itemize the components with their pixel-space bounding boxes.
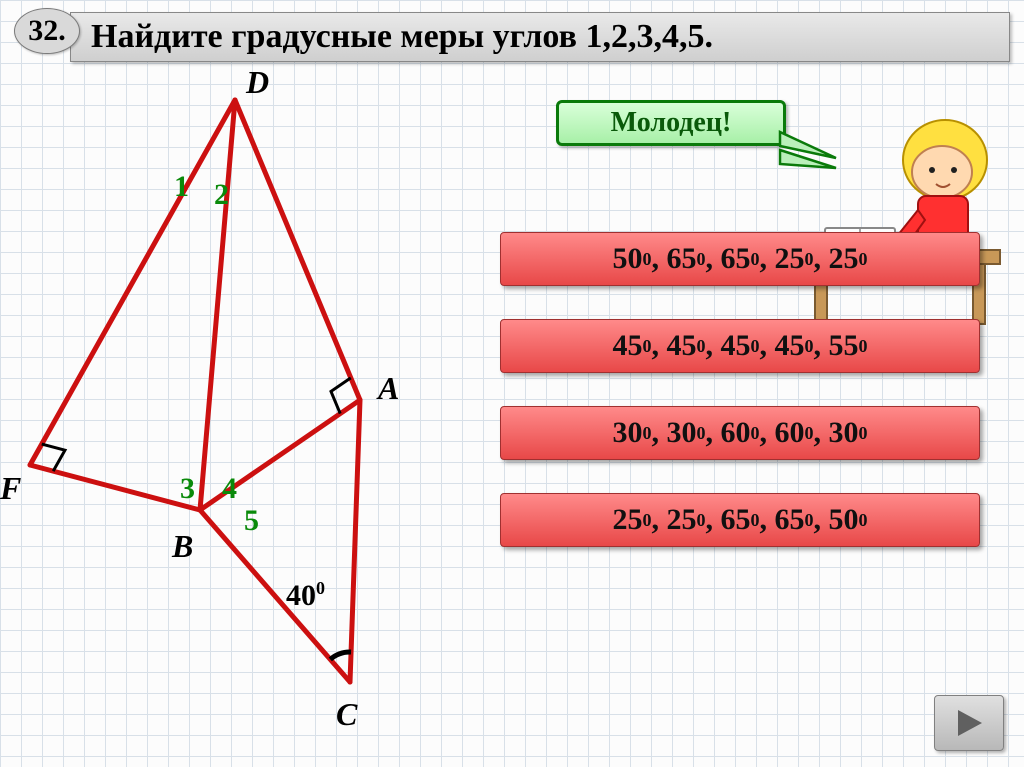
geometry-diagram xyxy=(0,70,500,720)
vertex-label-F: F xyxy=(0,470,21,507)
angle-label-1: 1 xyxy=(174,170,189,204)
play-icon xyxy=(952,706,986,740)
answer-option-3[interactable]: 300, 300, 600, 600, 300 xyxy=(500,406,980,460)
angle-label-5: 5 xyxy=(244,504,259,538)
feedback-speech-bubble: Молодец! xyxy=(556,100,786,146)
answer-option-4[interactable]: 250, 250, 650, 650, 500 xyxy=(500,493,980,547)
title-bar: Найдите градусные меры углов 1,2,3,4,5. xyxy=(70,12,1010,62)
angle-label-3: 3 xyxy=(180,472,195,506)
answer-option-2[interactable]: 450, 450, 450, 450, 550 xyxy=(500,319,980,373)
vertex-label-B: B xyxy=(172,528,193,565)
problem-number-badge: 32. xyxy=(14,8,80,54)
vertex-label-A: A xyxy=(378,370,399,407)
given-angle-value: 400 xyxy=(286,578,325,613)
speech-tail xyxy=(776,128,856,188)
angle-label-4: 4 xyxy=(222,472,237,506)
next-button[interactable] xyxy=(934,695,1004,751)
angle-label-2: 2 xyxy=(214,178,229,212)
vertex-label-D: D xyxy=(246,64,269,101)
answer-option-1[interactable]: 500, 650, 650, 250, 250 xyxy=(500,232,980,286)
vertex-label-C: C xyxy=(336,696,357,733)
